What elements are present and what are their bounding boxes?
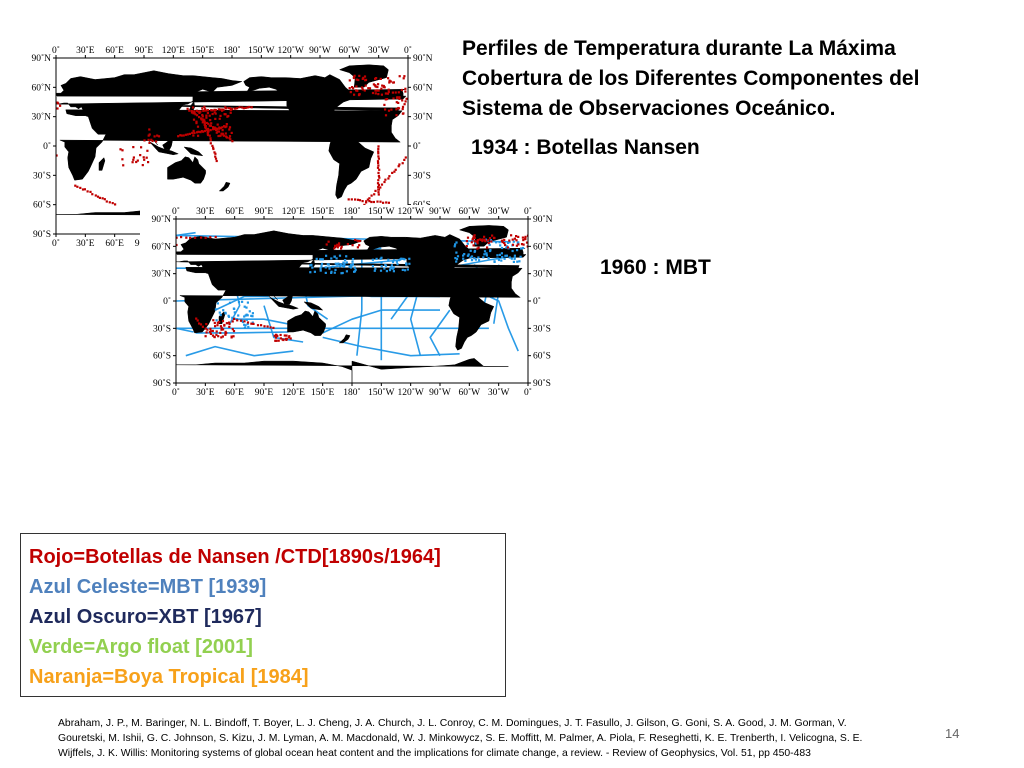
lon-tick-bottom: 60˚E [105,238,124,249]
lat-tick-right: 30˚S [533,323,551,334]
lat-tick-right: 0˚ [533,296,541,307]
lon-tick-top: 120˚W [277,45,303,56]
lat-tick-right: 30˚N [533,269,553,280]
lon-tick-top: 150˚W [368,206,394,217]
lon-tick-top: 60˚E [225,206,244,217]
legend-item-nansen: Rojo=Botellas de Nansen /CTD[1890s/1964] [29,546,441,568]
lon-tick-bottom: 30˚E [196,387,215,398]
lon-tick-top: 90˚W [309,45,331,56]
lat-tick-left: 90˚N [31,53,51,64]
legend-item-tropical-buoy: Naranja=Boya Tropical [1984] [29,666,309,688]
lon-tick-top: 30˚W [488,206,510,217]
reference-citation: Abraham, J. P., M. Baringer, N. L. Bindo… [58,716,948,761]
reference-line-3: Wijffels, J. K. Willis: Monitoring syste… [58,748,811,759]
lat-tick-left: 0˚ [43,141,51,152]
slide-title: Perfiles de Temperatura durante La Máxim… [462,34,1002,124]
lon-tick-top: 0˚ [524,206,532,217]
map-1934-label: 1934 : Botellas Nansen [471,136,700,159]
legend-item-argo: Verde=Argo float [2001] [29,636,253,658]
lon-tick-top: 30˚E [196,206,215,217]
lat-tick-left: 60˚N [151,241,171,252]
lon-tick-top: 120˚E [162,45,185,56]
lon-tick-bottom: 60˚E [225,387,244,398]
reference-line-1: Abraham, J. P., M. Baringer, N. L. Bindo… [58,718,847,729]
lon-tick-top: 90˚E [135,45,154,56]
title-line-2: Cobertura de los Diferentes Componentes … [462,67,920,90]
lon-tick-bottom: 0˚ [524,387,532,398]
lat-tick-left: 90˚S [153,378,171,389]
lon-tick-top: 150˚W [248,45,274,56]
lat-tick-right: 60˚S [533,351,551,362]
lat-tick-left: 60˚S [153,351,171,362]
lon-tick-bottom: 90˚W [429,387,451,398]
legend-item-xbt: Azul Oscuro=XBT [1967] [29,606,262,628]
lat-tick-right: 30˚N [413,112,433,123]
reference-line-2: Gouretski, M. Ishii, G. C. Johnson, S. K… [58,733,863,744]
lat-tick-left: 60˚N [31,82,51,93]
lon-tick-top: 90˚W [429,206,451,217]
lon-tick-bottom: 0˚ [52,238,60,249]
lon-tick-top: 120˚W [397,206,423,217]
lon-tick-top: 60˚E [105,45,124,56]
lon-tick-top: 90˚E [255,206,274,217]
lon-tick-bottom: 180˚ [343,387,360,398]
lon-tick-top: 30˚W [368,45,390,56]
lat-tick-left: 30˚S [33,170,51,181]
title-line-3: Sistema de Observaciones Oceánico. [462,97,836,120]
lon-tick-bottom: 150˚E [311,387,334,398]
lat-tick-left: 90˚N [151,214,171,225]
title-line-1: Perfiles de Temperatura durante La Máxim… [462,37,896,60]
lat-tick-right: 30˚S [413,170,431,181]
lat-tick-right: 0˚ [413,141,421,152]
lon-tick-top: 0˚ [172,206,180,217]
lat-tick-left: 30˚S [153,323,171,334]
lat-tick-left: 60˚S [33,200,51,211]
lon-tick-top: 150˚E [191,45,214,56]
lon-tick-top: 60˚W [339,45,361,56]
lat-tick-right: 90˚N [533,214,553,225]
lat-tick-right: 60˚N [533,241,553,252]
lat-tick-left: 0˚ [163,296,171,307]
map-1960: 0˚ 0˚ 30˚E 30˚E 60˚E 60˚E 90˚E 90˚E 120˚E 120˚E 15… [140,205,560,405]
legend-box: Rojo=Botellas de Nansen /CTD[1890s/1964]… [20,533,506,697]
map-1934: 0˚ 0˚ 30˚E 30˚E 60˚E 60˚E 90˚E 90˚E 120˚E 120˚E 15… [20,40,440,258]
lon-tick-top: 30˚E [76,45,95,56]
lat-tick-left: 30˚N [31,112,51,123]
legend-item-mbt: Azul Celeste=MBT [1939] [29,576,267,598]
lon-tick-bottom: 90˚E [255,387,274,398]
lon-tick-bottom: 30˚E [76,238,95,249]
lon-tick-bottom: 120˚E [282,387,305,398]
lon-tick-bottom: 150˚W [368,387,394,398]
lon-tick-bottom: 0˚ [172,387,180,398]
lat-tick-left: 30˚N [151,269,171,280]
lon-tick-top: 150˚E [311,206,334,217]
lat-tick-right: 60˚N [413,82,433,93]
lon-tick-top: 0˚ [52,45,60,56]
lon-tick-bottom: 30˚W [488,387,510,398]
lat-tick-left: 90˚S [33,229,51,240]
map-1960-label: 1960 : MBT [600,256,711,279]
lon-tick-top: 120˚E [282,206,305,217]
lat-tick-right: 90˚N [413,53,433,64]
lon-tick-bottom: 60˚W [459,387,481,398]
page-number: 14 [945,726,960,741]
lon-tick-top: 180˚ [223,45,240,56]
lon-tick-bottom: 120˚W [397,387,423,398]
lon-tick-top: 0˚ [404,45,412,56]
map-1934-svg: 0˚ 0˚ 30˚E 30˚E 60˚E 60˚E 90˚E 90˚E 120˚E 120˚E 15… [31,45,433,249]
lon-tick-top: 60˚W [459,206,481,217]
map-1960-svg: 0˚ 0˚ 30˚E 30˚E 60˚E 60˚E 90˚E 90˚E 120˚E 120˚E 15… [151,206,553,398]
lat-tick-right: 90˚S [533,378,551,389]
lon-tick-top: 180˚ [343,206,360,217]
